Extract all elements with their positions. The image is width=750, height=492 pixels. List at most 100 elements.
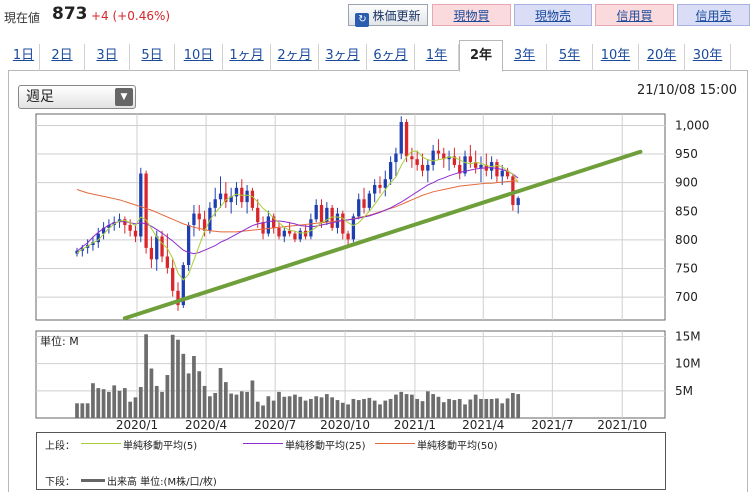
tab-5[interactable]: 10日 [175, 44, 223, 71]
volume-bar [473, 394, 478, 418]
volume-bar [149, 368, 154, 418]
price-tick-label: 1,000 [675, 118, 709, 132]
candle-body [495, 162, 499, 177]
candle-body [261, 222, 265, 234]
candle-body [351, 216, 356, 240]
volume-bar [351, 398, 356, 418]
tab-12[interactable]: 3年 [503, 44, 547, 71]
price-plot-frame [35, 113, 666, 321]
candle-body [404, 122, 409, 157]
legend-upper-label: 上段： [45, 441, 75, 452]
volume-tick-label: 5M [675, 384, 693, 398]
candle-body [133, 230, 138, 237]
tab-3[interactable]: 3日 [85, 44, 130, 71]
volume-bar [165, 375, 170, 418]
candle-body [75, 250, 79, 254]
current-price: 873 [52, 4, 88, 24]
volume-bar [96, 388, 101, 418]
tab-8[interactable]: 3ヶ月 [319, 44, 367, 71]
volume-tick-label: 15M [675, 329, 701, 343]
volume-bar [319, 397, 324, 418]
tab-2[interactable]: 2日 [40, 44, 85, 71]
candle-body [298, 230, 302, 240]
volume-bar [122, 388, 127, 418]
volume-bar [463, 404, 467, 418]
volume-bar [495, 398, 499, 418]
volume-bar [85, 403, 90, 418]
volume-bar [399, 391, 404, 418]
ma25-line [76, 167, 519, 255]
margin-sell-button[interactable]: 信用売 [677, 4, 750, 26]
volume-bar [202, 385, 207, 418]
volume-bar [91, 383, 95, 418]
candle-body [101, 227, 106, 234]
volume-bar [234, 394, 239, 418]
candle-body [447, 156, 451, 160]
tab-15[interactable]: 20年 [639, 44, 685, 71]
volume-bar [324, 394, 329, 418]
volume-bar [415, 398, 420, 418]
margin-buy-button[interactable]: 信用買 [595, 4, 674, 26]
x-tick-label: 2020/1 [116, 418, 158, 432]
volume-bar [250, 380, 255, 418]
volume-bar [229, 393, 234, 418]
volume-bar [441, 402, 446, 418]
volume-bar [133, 397, 138, 418]
candle-body [176, 290, 180, 306]
volume-bar [388, 398, 393, 418]
candle-body [197, 213, 201, 220]
volume-bar [128, 401, 133, 418]
current-price-label: 現在値 [4, 11, 41, 25]
candle-body [277, 227, 281, 237]
price-tick-label: 700 [675, 290, 698, 304]
refresh-icon: ↻ [355, 13, 370, 27]
update-price-button[interactable]: ↻ 株価更新 [348, 4, 428, 27]
legend-ma5: 単純移動平均(5) [123, 441, 198, 452]
candle-body [420, 164, 425, 171]
volume-bar [138, 387, 143, 418]
candle-body [186, 225, 191, 266]
candle-body [468, 156, 472, 163]
candle-body [399, 122, 403, 154]
candle-body [272, 216, 276, 228]
volume-bar [314, 396, 319, 418]
volume-bar [436, 396, 441, 418]
candle-body [171, 267, 175, 291]
candle-body [516, 198, 520, 205]
candle-body [357, 199, 361, 217]
tab-16[interactable]: 30年 [685, 44, 731, 71]
chart-legend: 上段： 単純移動平均(5) 単純移動平均(25) 単純移動平均(50) 下段： … [36, 432, 666, 490]
period-select[interactable]: 週足 ▼ [18, 85, 136, 109]
tab-11[interactable]: 2年 [459, 40, 503, 72]
volume-bar [218, 367, 223, 418]
tab-10[interactable]: 1年 [415, 44, 459, 71]
candle-body [213, 199, 217, 208]
ma25-swatch [243, 443, 283, 444]
tab-6[interactable]: 1ヶ月 [223, 44, 271, 71]
tab-14[interactable]: 10年 [593, 44, 639, 71]
cash-buy-button[interactable]: 現物買 [432, 4, 511, 26]
tab-4[interactable]: 5日 [130, 44, 175, 71]
volume-bar [511, 392, 515, 418]
cash-sell-button[interactable]: 現物売 [514, 4, 592, 26]
candle-body [218, 193, 223, 200]
tab-9[interactable]: 6ヶ月 [367, 44, 415, 71]
candle-body [479, 164, 483, 168]
tab-7[interactable]: 2ヶ月 [271, 44, 319, 71]
candle-body [160, 236, 164, 257]
tab-1[interactable]: 1日 [8, 44, 40, 71]
candle-body [452, 156, 457, 165]
quote-header: 現在値 873 +4 (+0.46%) ↻ 株価更新 現物買 現物売 信用買 信用… [0, 0, 750, 32]
candle-body [224, 193, 228, 203]
volume-bar [362, 398, 366, 418]
volume-bar [468, 399, 473, 418]
candle-body [149, 247, 154, 260]
candle-body [426, 164, 430, 171]
volume-bar [372, 400, 377, 418]
volume-bar [80, 403, 85, 418]
period-tabs: 1日 2日 3日 5日 10日 1ヶ月 2ヶ月 3ヶ月 6ヶ月 1年 2年 3年 5年 10年 20年 30年 [8, 40, 748, 72]
candle-body [165, 256, 170, 268]
tab-13[interactable]: 5年 [547, 44, 593, 71]
candle-body [511, 176, 515, 205]
candle-body [383, 179, 387, 188]
